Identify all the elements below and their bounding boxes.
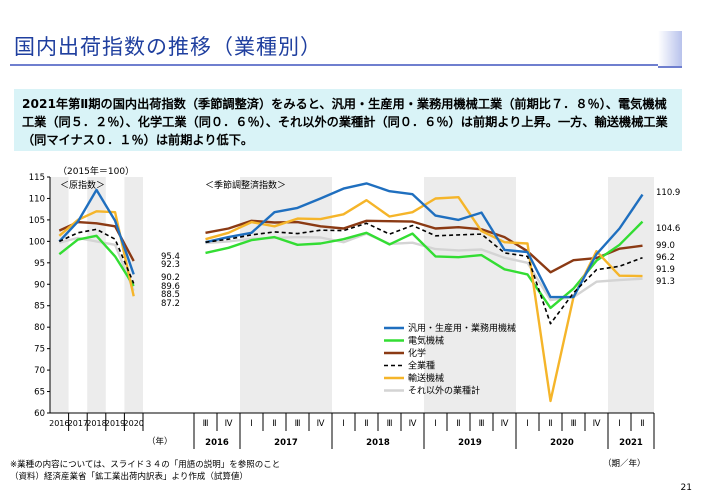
legend-label: 輸送機械: [408, 372, 444, 384]
x-tick-label-quarter: Ⅳ: [593, 419, 601, 429]
y-tick-label: 75: [34, 345, 45, 355]
y-tick-label: 105: [29, 216, 45, 226]
page-title: 国内出荷指数の推移（業種別）: [14, 35, 322, 59]
y-tick-label: 60: [34, 409, 45, 419]
title-accent-block: [658, 31, 682, 68]
summary-box: 2021年第Ⅱ期の国内出荷指数（季節調整済）をみると、汎用・生産用・業務用機械工…: [14, 89, 682, 151]
footnote: ※業種の内容については、スライド３４の「用語の説明」を参照のこと: [10, 460, 281, 470]
x-tick-label-year: 2019: [105, 419, 125, 428]
x-year-label: 2017: [274, 438, 298, 448]
x-year-label: 2019: [458, 438, 482, 448]
y-tick-label: 65: [34, 388, 45, 398]
annual-band: [50, 177, 69, 413]
quarter-end-label: 110.9: [656, 188, 680, 198]
annual-unit-label: （年）: [147, 436, 173, 447]
y-tick-label: 85: [34, 302, 45, 312]
quarter-end-label: 104.6: [656, 224, 680, 234]
x-tick-label-year: 2017: [68, 419, 88, 428]
x-tick-label-quarter: Ⅰ: [526, 419, 529, 429]
x-tick-label-quarter: Ⅰ: [434, 419, 437, 429]
quarter-end-label: 96.2: [656, 253, 675, 263]
legend-label: 全業種: [408, 360, 435, 372]
quarter-band: [608, 177, 654, 413]
annual-end-label: 92.3: [161, 260, 180, 270]
annual-end-label: 90.2: [161, 273, 180, 283]
annual-series-line: [58, 234, 135, 287]
x-tick-label-quarter: Ⅲ: [479, 419, 485, 429]
x-tick-label-quarter: Ⅳ: [225, 419, 233, 429]
page-number: 21: [680, 483, 692, 493]
chart-labels: （2015年＝100） ＜原指数＞ ＜季節調整済指数＞ 95.492.3 90.289.…: [58, 165, 680, 309]
quarter-band: [240, 177, 332, 413]
quarter-series-line: [205, 219, 643, 274]
quarter-end-label: 99.0: [656, 241, 675, 251]
x-tick-label-quarter: Ⅰ: [250, 419, 253, 429]
legend-label: 汎用・生産用・業務用機械: [408, 322, 516, 334]
quarter-unit-label: （期／年）: [603, 458, 646, 469]
annual-end-label: 89.6: [161, 282, 180, 292]
x-tick-label-quarter: Ⅲ: [387, 419, 393, 429]
quarter-series-line: [205, 222, 643, 325]
shaded-bands: [50, 177, 654, 413]
x-tick-label-year: 2020: [124, 419, 144, 428]
annual-series-line: [58, 188, 135, 275]
annual-end-label: 95.4: [161, 252, 180, 262]
x-tick-label-year: 2018: [86, 419, 106, 428]
annual-end-label: 87.2: [161, 299, 180, 309]
y-tick-label: 115: [29, 173, 45, 183]
y-tick-label: 70: [34, 366, 45, 376]
x-year-label: 2018: [366, 438, 390, 448]
y-tick-label: 110: [29, 194, 45, 204]
x-tick-label-quarter: Ⅳ: [501, 419, 509, 429]
x-tick-label-quarter: Ⅲ: [295, 419, 301, 429]
x-year-label: 2021: [619, 438, 643, 448]
x-tick-label-quarter: Ⅱ: [548, 419, 552, 429]
legend-label: 化学: [408, 347, 426, 359]
annual-end-label: 88.5: [161, 290, 180, 300]
x-tick-label-quarter: Ⅳ: [317, 419, 325, 429]
base-year-label: （2015年＝100）: [58, 165, 134, 177]
x-tick-label-quarter: Ⅲ: [203, 419, 209, 429]
quarter-end-label: 91.3: [656, 277, 675, 287]
chart-axes: 6065707580859095100105110115201620172018…: [29, 173, 655, 469]
x-year-label: 2020: [550, 438, 574, 448]
x-tick-label-quarter: Ⅱ: [456, 419, 460, 429]
x-year-label: 2016: [205, 438, 229, 448]
annual-series-line: [59, 236, 135, 292]
quarter-end-label: 91.9: [656, 265, 675, 275]
x-tick-label-year: 2016: [49, 419, 69, 428]
raw-index-label: ＜原指数＞: [60, 179, 105, 191]
y-tick-label: 100: [29, 237, 45, 247]
x-tick-label-quarter: Ⅳ: [409, 419, 417, 429]
legend-label: それ以外の業種計: [408, 385, 480, 397]
x-tick-label-quarter: Ⅰ: [342, 419, 345, 429]
x-tick-label-quarter: Ⅱ: [272, 419, 276, 429]
title-underline: [10, 64, 660, 66]
legend-label: 電気機械: [408, 335, 444, 347]
y-tick-label: 80: [34, 323, 45, 333]
quarter-series-line: [205, 220, 644, 310]
x-tick-label-quarter: Ⅱ: [640, 419, 644, 429]
x-tick-label-quarter: Ⅲ: [571, 419, 577, 429]
y-tick-label: 95: [34, 259, 45, 269]
x-tick-label-quarter: Ⅰ: [618, 419, 621, 429]
sa-index-label: ＜季節調整済指数＞: [205, 179, 286, 191]
x-tick-label-quarter: Ⅱ: [364, 419, 368, 429]
y-tick-label: 90: [34, 280, 45, 290]
source-note: （資料）経済産業省「鉱工業出荷内訳表」より作成（試算値）: [10, 472, 248, 482]
series-lines: [58, 182, 644, 403]
